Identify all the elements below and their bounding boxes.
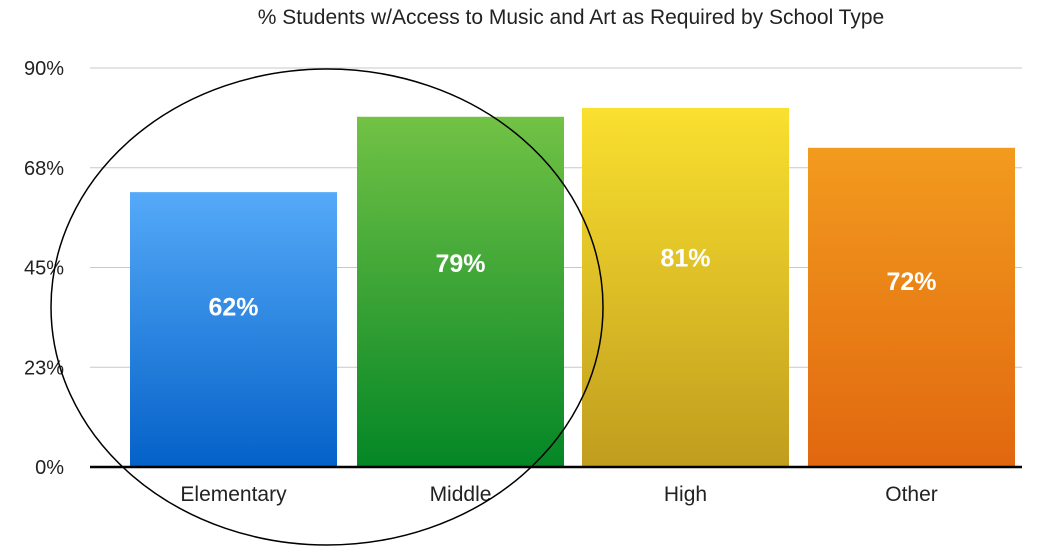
data-label: 81%: [660, 245, 710, 273]
y-tick-label: 23%: [24, 357, 64, 379]
data-label: 79%: [435, 250, 485, 278]
y-tick-label: 68%: [24, 158, 64, 180]
x-tick-label: High: [664, 483, 707, 506]
bar-elementary: [130, 192, 337, 467]
data-label: 62%: [208, 294, 258, 322]
bar-high: [582, 107, 789, 468]
data-labels: 62% 79% 81% 72%: [208, 245, 936, 322]
y-tick-label: 45%: [24, 258, 64, 280]
y-tick-label: 0%: [35, 457, 64, 479]
x-tick-label: Elementary: [180, 483, 287, 506]
y-axis-ticks: 0% 23% 45% 68% 90%: [24, 58, 64, 479]
x-tick-label: Other: [885, 483, 938, 506]
y-tick-label: 90%: [24, 58, 64, 80]
bar-other: [808, 147, 1015, 468]
x-tick-label: Middle: [430, 483, 492, 506]
bar-middle: [357, 116, 564, 468]
data-label: 72%: [886, 268, 936, 296]
x-axis-ticks: Elementary Middle High Other: [180, 483, 937, 506]
bars: [130, 107, 1015, 468]
annotation-circle: [50, 68, 604, 546]
chart-title: % Students w/Access to Music and Art as …: [257, 6, 885, 29]
